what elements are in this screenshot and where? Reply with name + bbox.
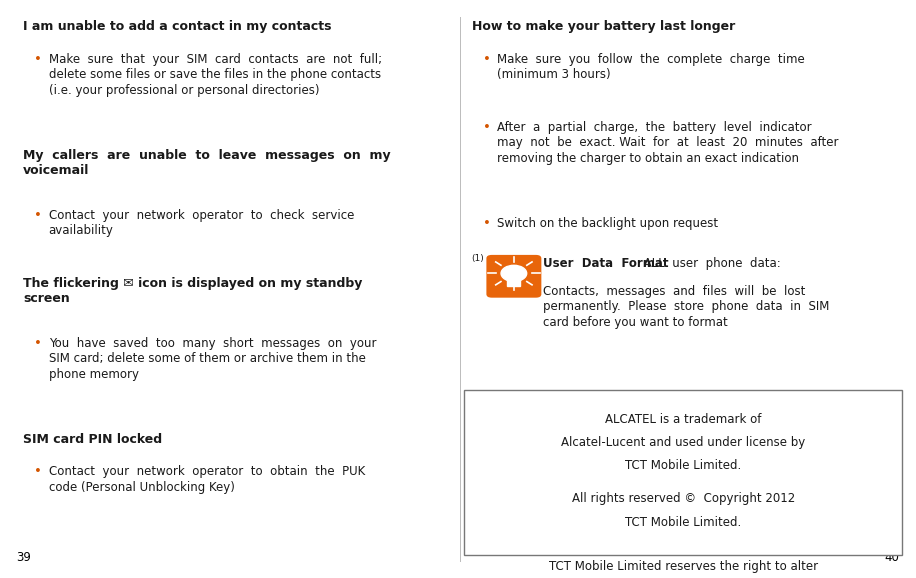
Text: ★: ★ — [506, 265, 522, 283]
Text: •: • — [483, 53, 491, 65]
Text: Make  sure  that  your  SIM  card  contacts  are  not  full;
delete some files o: Make sure that your SIM card contacts ar… — [49, 53, 382, 97]
Text: Contact  your  network  operator  to  check  service
availability: Contact your network operator to check s… — [49, 209, 354, 237]
Text: I am unable to add a contact in my contacts: I am unable to add a contact in my conta… — [23, 20, 332, 33]
Text: The flickering ✉ icon is displayed on my standby
screen: The flickering ✉ icon is displayed on my… — [23, 277, 362, 305]
Text: My  callers  are  unable  to  leave  messages  on  my
voicemail: My callers are unable to leave messages … — [23, 149, 390, 177]
Text: ALL  user  phone  data:: ALL user phone data: — [640, 257, 780, 270]
Text: 40: 40 — [885, 551, 900, 564]
Text: ☼: ☼ — [505, 267, 523, 286]
Text: •: • — [34, 53, 42, 65]
Text: All rights reserved ©  Copyright 2012: All rights reserved © Copyright 2012 — [572, 492, 795, 505]
Text: Switch on the backlight upon request: Switch on the backlight upon request — [497, 217, 718, 229]
Text: Alcatel-Lucent and used under license by: Alcatel-Lucent and used under license by — [562, 436, 805, 449]
Text: User  Data  Format: User Data Format — [543, 257, 669, 270]
Text: TCT Mobile Limited.: TCT Mobile Limited. — [626, 516, 741, 528]
Text: •: • — [34, 465, 42, 478]
Text: TCT Mobile Limited reserves the right to alter: TCT Mobile Limited reserves the right to… — [549, 560, 818, 572]
Text: You  have  saved  too  many  short  messages  on  your
SIM card; delete some of : You have saved too many short messages o… — [49, 337, 376, 381]
Circle shape — [501, 265, 527, 281]
FancyBboxPatch shape — [486, 255, 541, 298]
FancyBboxPatch shape — [464, 390, 902, 555]
Text: •: • — [483, 121, 491, 134]
Text: After  a  partial  charge,  the  battery  level  indicator
may  not  be  exact. : After a partial charge, the battery leve… — [497, 121, 839, 165]
Bar — [507, 277, 520, 286]
Text: Contacts,  messages  and  files  will  be  lost
permanently.  Please  store  pho: Contacts, messages and files will be los… — [543, 285, 830, 329]
Text: TCT Mobile Limited.: TCT Mobile Limited. — [626, 459, 741, 472]
Text: Contact  your  network  operator  to  obtain  the  PUK
code (Personal Unblocking: Contact your network operator to obtain … — [49, 465, 365, 494]
Text: •: • — [483, 217, 491, 229]
Text: •: • — [34, 209, 42, 221]
Text: SIM card PIN locked: SIM card PIN locked — [23, 433, 162, 446]
Text: Make  sure  you  follow  the  complete  charge  time
(minimum 3 hours): Make sure you follow the complete charge… — [497, 53, 805, 81]
Text: •: • — [34, 337, 42, 350]
Text: How to make your battery last longer: How to make your battery last longer — [472, 20, 735, 33]
Text: (1): (1) — [472, 254, 485, 264]
Text: ALCATEL is a trademark of: ALCATEL is a trademark of — [605, 413, 761, 425]
Text: 39: 39 — [16, 551, 31, 564]
